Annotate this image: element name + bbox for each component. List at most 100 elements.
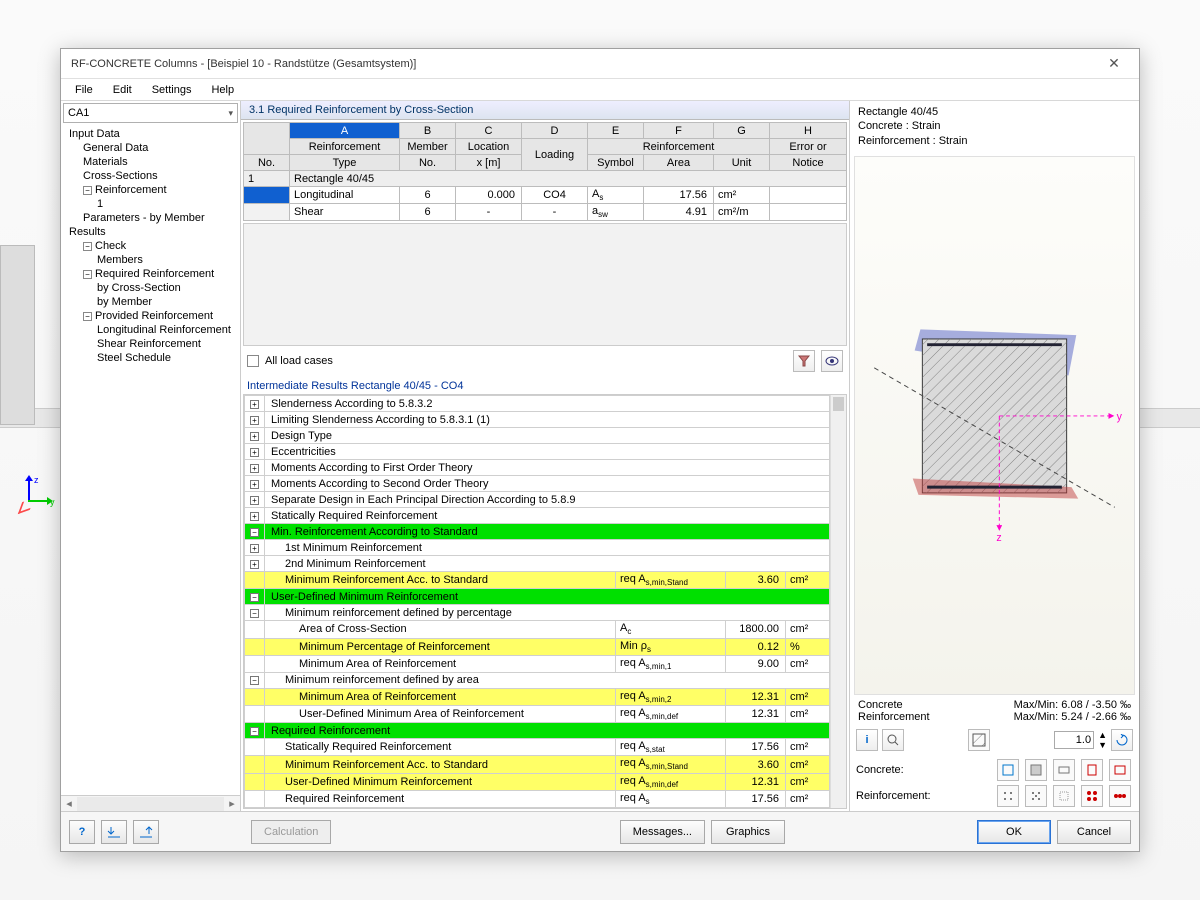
tree-steel[interactable]: Steel Schedule (61, 351, 240, 365)
tree-materials[interactable]: Materials (61, 155, 240, 169)
inter-row[interactable]: −Minimum reinforcement defined by percen… (245, 605, 830, 621)
inter-row[interactable]: +Limiting Slenderness According to 5.8.3… (245, 412, 830, 428)
inter-row[interactable]: +Moments According to First Order Theory (245, 460, 830, 476)
cross-section-viewer[interactable]: y z (854, 156, 1135, 695)
menu-help[interactable]: Help (203, 82, 242, 98)
reinf-opt-2[interactable] (1025, 785, 1047, 807)
scale-input[interactable] (1054, 731, 1094, 749)
tree-by-cross-section[interactable]: by Cross-Section (61, 281, 240, 295)
col-letter-c[interactable]: C (456, 123, 522, 139)
tree-reinforcement[interactable]: −Reinforcement (61, 183, 240, 197)
refresh-icon[interactable] (1111, 729, 1133, 751)
h2-mno: No. (400, 155, 456, 171)
reinf-opt-1[interactable] (997, 785, 1019, 807)
concrete-opt-2[interactable] (1025, 759, 1047, 781)
cancel-button[interactable]: Cancel (1057, 820, 1131, 844)
filter-icon[interactable] (793, 350, 815, 372)
table-row[interactable]: Shear 6 - - asw 4.91 cm²/m (244, 204, 847, 221)
col-letter-e[interactable]: E (588, 123, 644, 139)
tree-shear[interactable]: Shear Reinforcement (61, 337, 240, 351)
concrete-opt-3[interactable] (1053, 759, 1075, 781)
preview-panel: Rectangle 40/45 Concrete : Strain Reinfo… (849, 101, 1139, 811)
all-load-cases-label: All load cases (265, 355, 333, 367)
inter-row[interactable]: Minimum Percentage of ReinforcementMin ρ… (245, 638, 830, 655)
all-load-cases-checkbox[interactable] (247, 355, 259, 367)
menu-edit[interactable]: Edit (105, 82, 140, 98)
tree-params[interactable]: Parameters - by Member (61, 211, 240, 225)
table-row[interactable]: Longitudinal 6 0.000 CO4 As 17.56 cm² (244, 187, 847, 204)
menu-settings[interactable]: Settings (144, 82, 200, 98)
inter-row[interactable]: Required Reinforcementreq As17.56cm² (245, 790, 830, 807)
concrete-opt-1[interactable] (997, 759, 1019, 781)
inter-row[interactable]: Area of Cross-SectionAc1800.00cm² (245, 621, 830, 638)
tree-input-data[interactable]: Input Data (61, 127, 240, 141)
tree-check[interactable]: −Check (61, 239, 240, 253)
zoom-icon[interactable] (882, 729, 904, 751)
ok-button[interactable]: OK (977, 820, 1051, 844)
inter-row[interactable]: Minimum Reinforcement Acc. to Standardre… (245, 572, 830, 589)
window-title: RF-CONCRETE Columns - [Beispiel 10 - Ran… (71, 58, 1099, 70)
menu-file[interactable]: File (67, 82, 101, 98)
reinf-opt-3[interactable] (1053, 785, 1075, 807)
reinf-opt-4[interactable] (1081, 785, 1103, 807)
reinf-opt-5[interactable] (1109, 785, 1131, 807)
col-letter-a[interactable]: A (290, 123, 400, 139)
inter-row[interactable]: −Min. Reinforcement According to Standar… (245, 524, 830, 540)
section-no: 1 (244, 171, 290, 187)
inter-row[interactable]: Minimum Area of Reinforcementreq As,min,… (245, 688, 830, 705)
close-icon[interactable]: ✕ (1099, 55, 1129, 72)
h2-type: Type (290, 155, 400, 171)
inter-row[interactable]: +Separate Design in Each Principal Direc… (245, 492, 830, 508)
import-button[interactable] (101, 820, 127, 844)
intermediate-table[interactable]: +Slenderness According to 5.8.3.2+Limiti… (244, 395, 830, 808)
tree-reinf-1[interactable]: 1 (61, 197, 240, 211)
tree-results[interactable]: Results (61, 225, 240, 239)
col-letter-f[interactable]: F (644, 123, 714, 139)
tree-members[interactable]: Members (61, 253, 240, 267)
inter-row[interactable]: +Design Type (245, 428, 830, 444)
inter-row[interactable]: Statically Required Reinforcementreq As,… (245, 739, 830, 756)
export-button[interactable] (133, 820, 159, 844)
svg-text:y: y (1117, 411, 1123, 423)
concrete-opt-4[interactable] (1081, 759, 1103, 781)
col-letter-d[interactable]: D (522, 123, 588, 139)
case-combo[interactable]: CA1 ▾ (63, 103, 238, 123)
inter-row[interactable]: +Statically Required Reinforcement (245, 508, 830, 524)
tree-req-reinf[interactable]: −Required Reinforcement (61, 267, 240, 281)
intermediate-scrollbar[interactable] (830, 395, 846, 808)
inter-row[interactable]: +Eccentricities (245, 444, 830, 460)
hatch-icon[interactable] (968, 729, 990, 751)
inter-row[interactable]: Minimum Area of Reinforcementreq As,min,… (245, 655, 830, 672)
calculation-button[interactable]: Calculation (251, 820, 331, 844)
tree-general[interactable]: General Data (61, 141, 240, 155)
messages-button[interactable]: Messages... (620, 820, 705, 844)
tree-by-member[interactable]: by Member (61, 295, 240, 309)
tree-provided[interactable]: −Provided Reinforcement (61, 309, 240, 323)
tree-cross-sections[interactable]: Cross-Sections (61, 169, 240, 183)
h1-member: Member (400, 139, 456, 155)
inter-row[interactable]: User-Defined Minimum Area of Reinforceme… (245, 706, 830, 723)
inter-row[interactable]: +2nd Minimum Reinforcement (245, 556, 830, 572)
inter-row[interactable]: Minimum Reinforcement Acc. to Standardre… (245, 756, 830, 773)
tree-longitudinal[interactable]: Longitudinal Reinforcement (61, 323, 240, 337)
col-letter-h[interactable]: H (770, 123, 847, 139)
inter-row[interactable]: +1st Minimum Reinforcement (245, 540, 830, 556)
h2-unit: Unit (714, 155, 770, 171)
col-letter-b[interactable]: B (400, 123, 456, 139)
inter-row[interactable]: +Slenderness According to 5.8.3.2 (245, 396, 830, 412)
concrete-opt-5[interactable] (1109, 759, 1131, 781)
inter-row[interactable]: −Minimum reinforcement defined by area (245, 672, 830, 688)
case-combo-value: CA1 (68, 107, 228, 119)
view-icon[interactable] (821, 350, 843, 372)
graphics-button[interactable]: Graphics (711, 820, 785, 844)
inter-row[interactable]: User-Defined Minimum Reinforcementreq As… (245, 773, 830, 790)
inter-row[interactable]: +Moments According to Second Order Theor… (245, 476, 830, 492)
nav-scrollbar[interactable]: ◂▸ (61, 795, 240, 811)
inter-row[interactable]: −User-Defined Minimum Reinforcement (245, 589, 830, 605)
col-letter-g[interactable]: G (714, 123, 770, 139)
results-grid[interactable]: A B C D E F G H Reinforcement Member Loc… (243, 122, 847, 221)
help-button[interactable]: ? (69, 820, 95, 844)
inter-row[interactable]: −Required Reinforcement (245, 723, 830, 739)
cell-selected[interactable] (244, 187, 290, 204)
info-icon[interactable]: i (856, 729, 878, 751)
